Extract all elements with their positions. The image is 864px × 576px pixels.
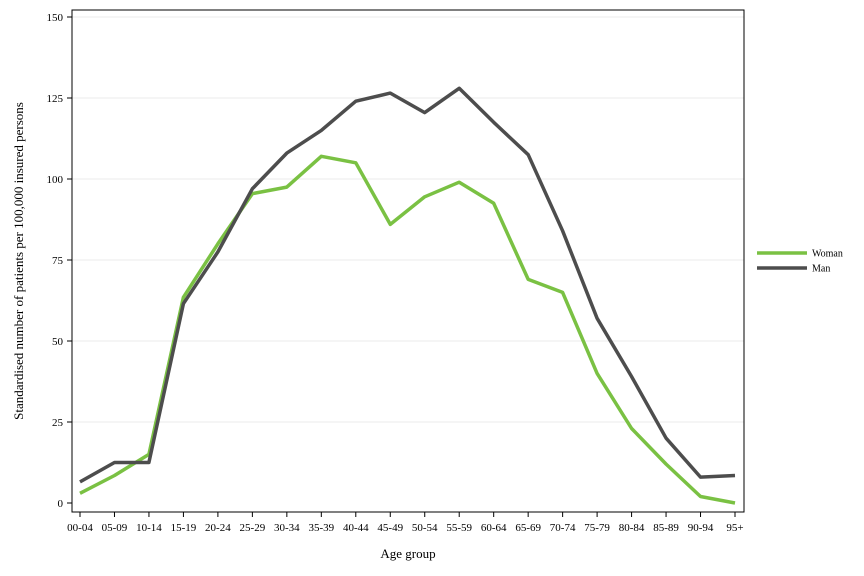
gridlines xyxy=(72,16,744,423)
x-tick-label: 25-29 xyxy=(240,522,266,534)
y-axis: 0 25 50 75 100 125 150 xyxy=(47,12,72,510)
legend-label-woman: Woman xyxy=(812,249,843,260)
x-tick-label: 30-34 xyxy=(274,522,300,534)
y-tick-label: 0 xyxy=(58,498,64,510)
x-tick-label: 65-69 xyxy=(515,522,541,534)
series-line-man xyxy=(79,86,736,484)
y-axis-title: Standardised number of patients per 100,… xyxy=(11,102,26,420)
y-tick-label: 150 xyxy=(47,12,64,24)
x-tick-label: 40-44 xyxy=(343,522,369,534)
y-tick-label: 25 xyxy=(52,417,64,429)
x-tick-label: 60-64 xyxy=(481,522,507,534)
x-tick-label: 90-94 xyxy=(688,522,714,534)
x-tick-label: 95+ xyxy=(726,522,743,534)
series-line-woman xyxy=(79,154,736,505)
y-tick-label: 50 xyxy=(52,336,64,348)
x-tick-label: 15-19 xyxy=(171,522,197,534)
x-tick-label: 70-74 xyxy=(550,522,576,534)
x-tick-label: 20-24 xyxy=(205,522,231,534)
legend-label-man: Man xyxy=(812,264,830,275)
x-tick-label: 55-59 xyxy=(446,522,472,534)
x-tick-label: 05-09 xyxy=(102,522,128,534)
x-tick-label: 75-79 xyxy=(584,522,610,534)
x-tick-label: 50-54 xyxy=(412,522,438,534)
x-tick-label: 10-14 xyxy=(136,522,162,534)
x-axis-title: Age group xyxy=(380,546,435,561)
y-tick-label: 75 xyxy=(52,255,64,267)
x-axis: 00-04 05-09 10-14 15-19 20-24 25-29 30-34 35-39… xyxy=(67,512,744,534)
legend: Woman Man xyxy=(757,249,843,275)
y-tick-label: 125 xyxy=(47,93,64,105)
series-layer xyxy=(79,86,736,505)
x-tick-label: 00-04 xyxy=(67,522,93,534)
x-tick-label: 85-89 xyxy=(653,522,679,534)
x-tick-label: 35-39 xyxy=(308,522,334,534)
plot-area xyxy=(71,9,745,513)
y-tick-label: 100 xyxy=(47,174,64,186)
x-tick-label: 80-84 xyxy=(619,522,645,534)
x-tick-label: 45-49 xyxy=(377,522,403,534)
